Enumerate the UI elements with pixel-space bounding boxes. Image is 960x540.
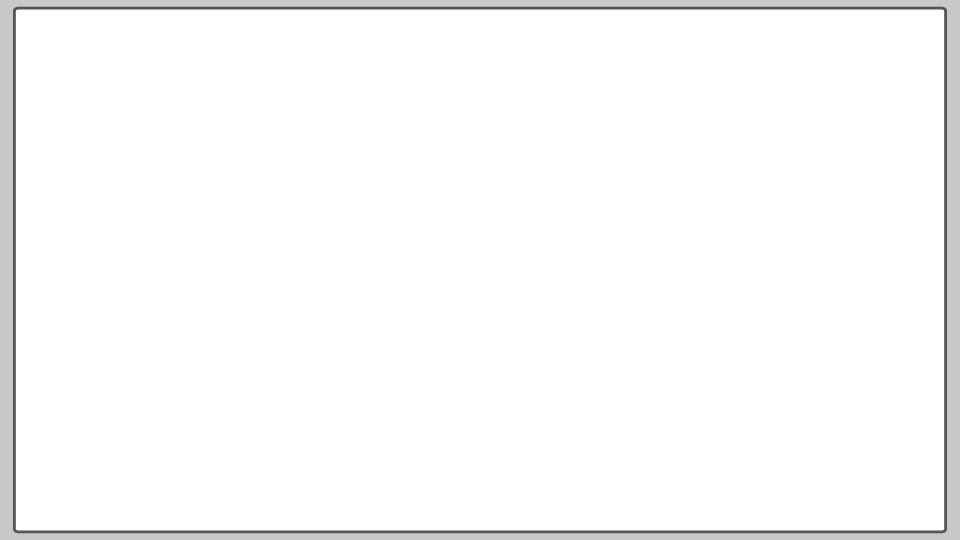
Text: Reject forms hydrogen bonds (between: Reject forms hydrogen bonds (between — [227, 405, 660, 424]
Text: Describe the function of each of these enzymes.: Describe the function of each of these e… — [98, 92, 535, 110]
Text: DNA helicase: DNA helicase — [53, 151, 155, 166]
Text: nucleotides / bases): nucleotides / bases) — [227, 443, 447, 462]
Text: DNA polymerase: DNA polymerase — [53, 297, 181, 312]
Text: The enzymes DNA helicase and DNA polymerase are involved in DNA replication.: The enzymes DNA helicase and DNA polymer… — [98, 38, 832, 56]
Text: backbone;: backbone; — [227, 367, 340, 386]
Text: (c): (c) — [36, 38, 60, 56]
Text: (Unwinding DNA and) breaking hydrogen bonds /: (Unwinding DNA and) breaking hydrogen bo… — [227, 143, 765, 162]
Text: Accept H bonds: Accept H bonds — [227, 219, 397, 238]
Text: bonds between chains / bases / strands.: bonds between chains / bases / strands. — [227, 181, 667, 200]
Text: joins (adjacent) nucleotides OR forms: joins (adjacent) nucleotides OR forms — [227, 294, 641, 313]
Text: (2): (2) — [827, 497, 852, 515]
Text: Accept hydrolyses for breaks: Accept hydrolyses for breaks — [227, 259, 547, 278]
Text: phosphodiester bond / sugar-phosphate: phosphodiester bond / sugar-phosphate — [227, 332, 667, 351]
